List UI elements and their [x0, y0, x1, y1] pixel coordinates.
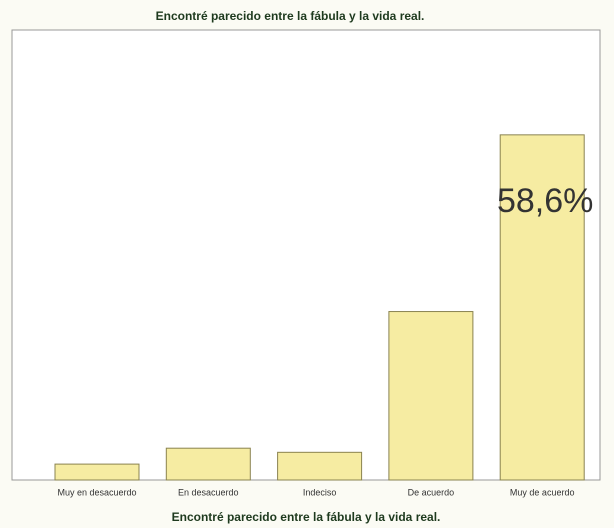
bar [388, 311, 474, 481]
x-tick-label: Indeciso [303, 487, 337, 497]
x-tick-label: Muy de acuerdo [510, 487, 575, 497]
bar [165, 447, 251, 481]
data-label: 58,6% [497, 182, 593, 220]
bar [54, 463, 140, 481]
chart-title: Encontré parecido entre la fábula y la v… [156, 9, 425, 23]
x-axis-title: Encontré parecido entre la fábula y la v… [172, 510, 441, 524]
bar [499, 134, 585, 481]
bar [277, 451, 363, 481]
x-tick-label: En desacuerdo [178, 487, 239, 497]
x-tick-label: De acuerdo [408, 487, 455, 497]
x-tick-label: Muy en desacuerdo [57, 487, 136, 497]
